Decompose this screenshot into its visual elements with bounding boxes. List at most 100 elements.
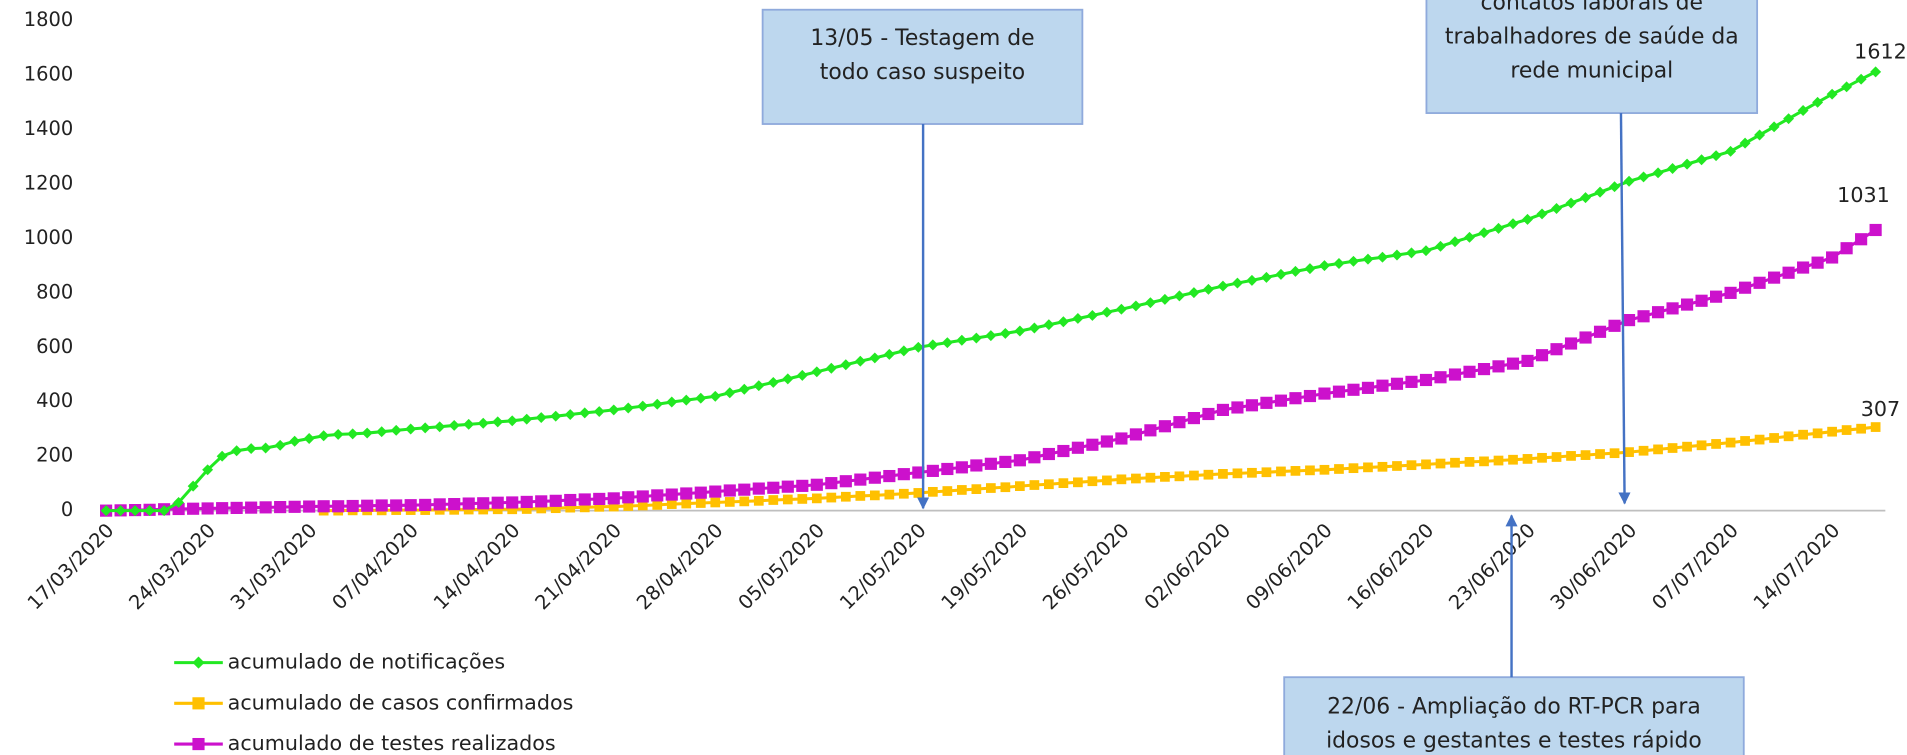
data-point xyxy=(927,486,938,497)
data-point xyxy=(535,412,547,424)
data-point xyxy=(1798,429,1808,440)
data-point xyxy=(1667,443,1678,453)
data-point xyxy=(1769,433,1779,443)
data-point xyxy=(1551,452,1562,462)
data-point xyxy=(984,457,997,470)
data-point xyxy=(1144,424,1157,437)
data-point xyxy=(1682,441,1692,452)
x-tick-label: 28/04/2020 xyxy=(632,519,727,614)
data-point xyxy=(1231,277,1243,289)
data-point xyxy=(1493,222,1504,234)
data-point xyxy=(782,494,793,505)
data-point xyxy=(1419,373,1433,387)
data-point xyxy=(1507,218,1519,230)
data-point xyxy=(1333,257,1345,269)
data-point xyxy=(1725,437,1736,448)
series xyxy=(100,223,1882,517)
data-point xyxy=(404,499,417,512)
data-point xyxy=(1753,276,1766,289)
data-point xyxy=(1595,449,1605,459)
data-point xyxy=(1188,287,1200,299)
data-point xyxy=(1593,325,1607,338)
data-point xyxy=(564,409,576,421)
data-point xyxy=(115,505,127,517)
data-point xyxy=(1173,416,1186,429)
data-point xyxy=(187,502,200,515)
data-point xyxy=(1812,96,1824,108)
data-point xyxy=(1536,208,1548,220)
data-point xyxy=(1116,474,1127,485)
data-point xyxy=(1812,428,1823,439)
data-point xyxy=(390,424,402,436)
data-point xyxy=(332,500,345,513)
data-point xyxy=(1477,363,1491,376)
data-point xyxy=(1130,300,1142,312)
data-point xyxy=(579,502,590,513)
data-point xyxy=(1158,420,1171,433)
data-point xyxy=(1276,466,1286,477)
data-point xyxy=(579,407,591,419)
data-point xyxy=(1072,312,1084,324)
data-point xyxy=(1260,271,1272,283)
data-point xyxy=(1361,381,1375,394)
data-point xyxy=(651,489,664,502)
data-point xyxy=(578,493,591,506)
data-point xyxy=(1246,274,1258,286)
data-point xyxy=(652,500,663,510)
data-point xyxy=(565,502,576,513)
data-point xyxy=(956,334,968,346)
data-point xyxy=(637,400,649,412)
data-point xyxy=(796,479,809,492)
data-point xyxy=(1856,423,1866,434)
x-tick-label: 19/05/2020 xyxy=(937,519,1032,614)
data-point xyxy=(854,355,866,367)
data-point xyxy=(216,450,228,462)
data-point xyxy=(477,497,490,510)
data-point xyxy=(1376,379,1389,392)
data-point xyxy=(1551,203,1562,214)
data-point xyxy=(129,505,141,517)
x-tick-label: 31/03/2020 xyxy=(226,519,321,614)
data-point xyxy=(201,502,214,515)
x-tick-label: 02/06/2020 xyxy=(1140,519,1235,614)
data-point xyxy=(593,406,605,418)
y-tick-label: 800 xyxy=(36,280,73,303)
data-point xyxy=(550,410,562,422)
data-point xyxy=(1304,263,1316,275)
data-point xyxy=(1855,233,1868,246)
data-point xyxy=(811,493,822,504)
data-point xyxy=(811,366,823,378)
data-point xyxy=(1448,368,1462,381)
data-point xyxy=(1202,407,1215,421)
data-point xyxy=(1086,309,1098,321)
data-point xyxy=(1115,303,1127,315)
data-point xyxy=(1841,81,1853,93)
data-point xyxy=(1739,281,1752,294)
data-point xyxy=(1724,286,1737,299)
data-point xyxy=(985,483,996,493)
data-point xyxy=(1406,460,1417,471)
data-point xyxy=(1420,245,1432,257)
data-point xyxy=(1160,472,1170,482)
x-tick-label: 26/05/2020 xyxy=(1038,519,1133,614)
data-point xyxy=(1710,150,1722,162)
data-point xyxy=(520,495,533,508)
data-point xyxy=(549,494,562,507)
data-point xyxy=(666,499,677,509)
data-point xyxy=(724,387,736,399)
data-point xyxy=(245,501,258,514)
data-point xyxy=(1608,319,1621,332)
annotation-text: 22/06 - Ampliação do RT-PCR para xyxy=(1327,695,1701,720)
data-point xyxy=(1289,392,1302,405)
data-point xyxy=(463,418,475,430)
y-tick-label: 1200 xyxy=(24,171,73,194)
x-tick-label: 12/05/2020 xyxy=(835,519,930,614)
data-point xyxy=(1000,482,1011,493)
x-tick-label: 21/04/2020 xyxy=(531,519,626,614)
data-point xyxy=(1680,298,1694,311)
y-tick-label: 0 xyxy=(61,498,73,521)
data-point xyxy=(1406,247,1417,259)
data-point xyxy=(492,416,504,428)
data-point xyxy=(781,480,794,493)
